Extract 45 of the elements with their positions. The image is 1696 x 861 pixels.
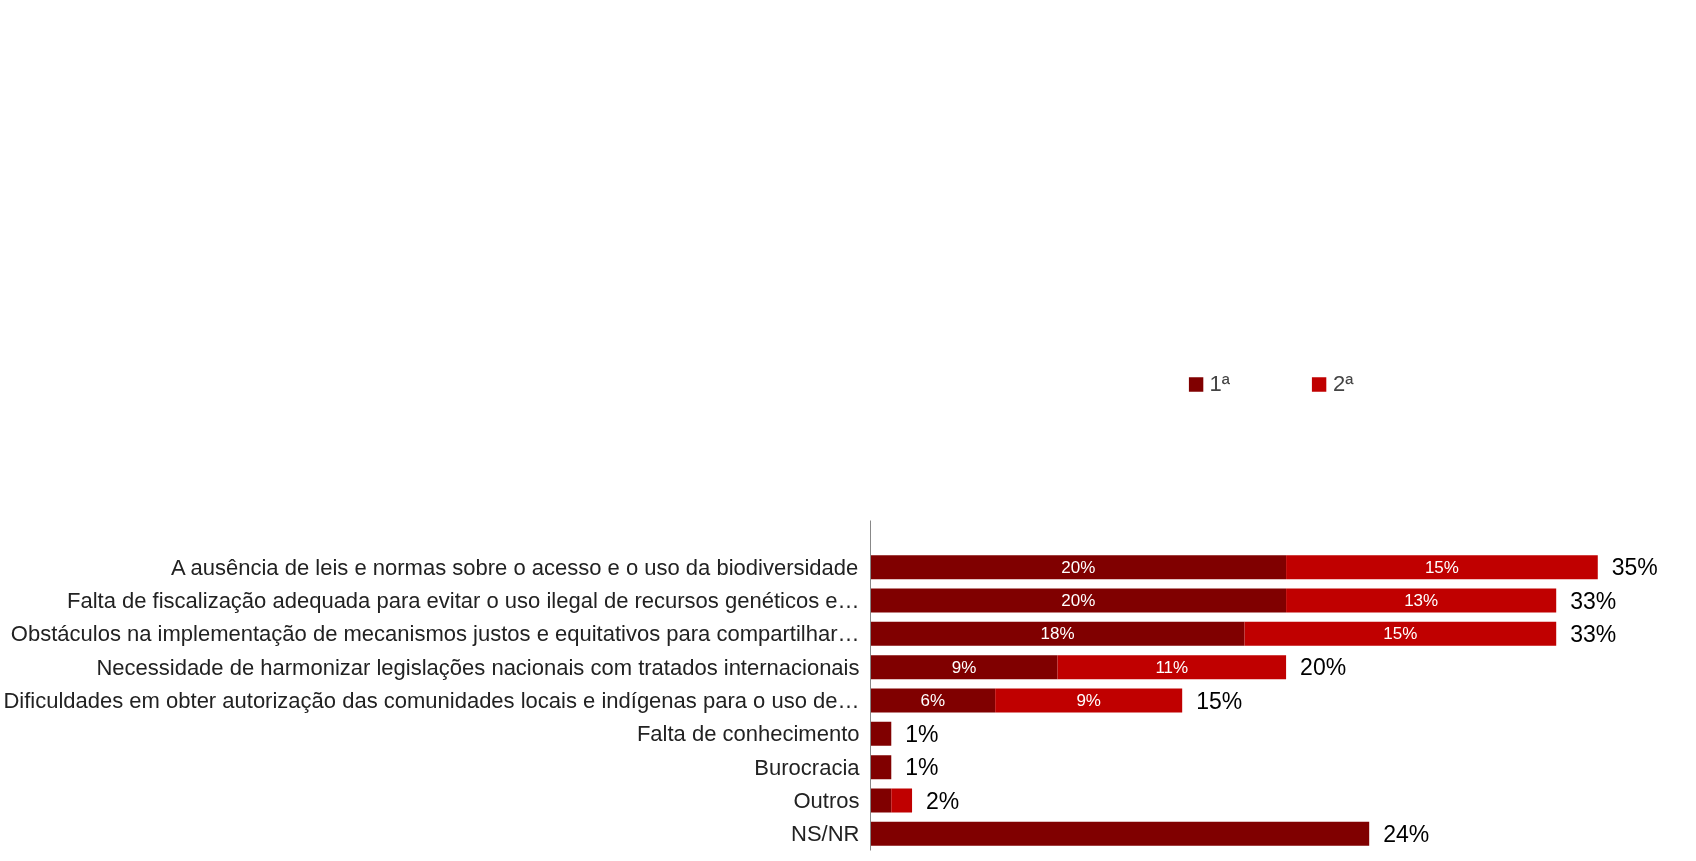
bar — [870, 588, 1287, 613]
y-tick-label: Burocracia — [754, 754, 861, 780]
bar — [1057, 655, 1287, 680]
legend-label: 2ª — [1333, 370, 1354, 397]
legend-label: 1ª — [1209, 370, 1230, 397]
y-tick-label: A ausência de leis e normas sobre o acesso e o uso da biodiversidade — [170, 554, 859, 580]
data-label: 15% — [1383, 624, 1418, 644]
bar — [870, 688, 996, 713]
bar — [870, 655, 1058, 680]
data-label: 18% — [1040, 624, 1075, 644]
bar — [995, 688, 1183, 713]
data-label: 9% — [1076, 691, 1101, 710]
bar — [870, 755, 892, 780]
total-label: 2% — [926, 787, 960, 814]
y-tick-label: Falta de fiscalização adequada para evitar o uso ilegal de recursos genéticos e… — [67, 588, 860, 613]
data-label: 20% — [1061, 557, 1096, 577]
total-label: 20% — [1300, 654, 1347, 681]
data-label: 6% — [920, 691, 946, 710]
y-tick-label: Outros — [793, 788, 860, 813]
bar — [870, 788, 892, 813]
bar — [891, 788, 913, 813]
bar — [870, 821, 1370, 846]
y-tick-label: Obstáculos na implementação de mecanismos justos e equitativos para compartilhar… — [10, 621, 860, 647]
bar — [870, 555, 1287, 580]
y-tick-label: NS/NR — [791, 821, 860, 847]
bar — [870, 621, 1245, 646]
total-label: 33% — [1570, 620, 1617, 647]
bar — [1244, 621, 1557, 646]
total-label: 1% — [905, 720, 939, 747]
y-tick-label: Necessidade de harmonizar legislações nacionais com tratados internacionais — [96, 654, 860, 680]
data-label: 15% — [1424, 557, 1459, 577]
total-label: 33% — [1570, 587, 1617, 614]
data-label: 13% — [1404, 591, 1439, 610]
y-tick-label: Dificuldades em obter autorização das comunidades locais e indígenas para o uso de… — [3, 688, 860, 713]
y-tick-label: Falta de conhecimento — [636, 721, 860, 747]
bar — [1286, 555, 1598, 580]
data-label: 20% — [1061, 591, 1096, 610]
total-label: 35% — [1611, 554, 1658, 581]
bar — [1286, 588, 1557, 613]
bar — [870, 721, 892, 746]
data-label: 11% — [1155, 657, 1189, 677]
total-label: 24% — [1383, 820, 1430, 847]
total-label: 15% — [1196, 687, 1243, 714]
total-label: 1% — [905, 754, 939, 781]
data-label: 9% — [951, 657, 977, 677]
